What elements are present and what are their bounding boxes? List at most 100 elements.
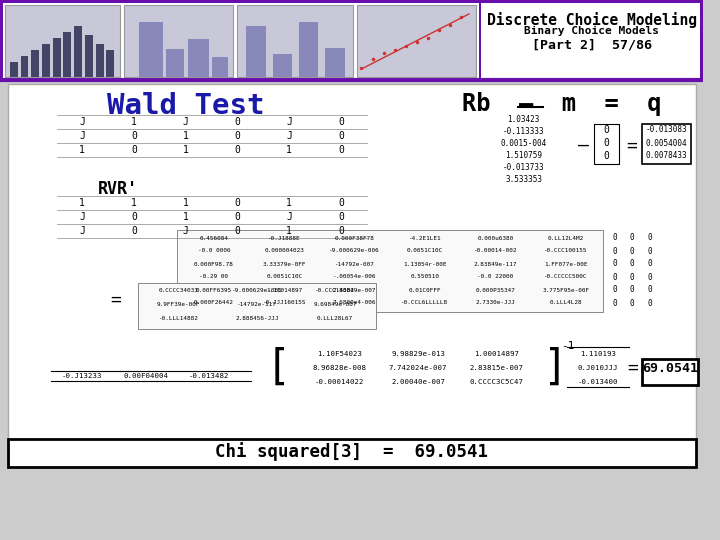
Text: 0: 0 [630,246,634,255]
Text: J: J [287,212,292,222]
Text: 0: 0 [647,273,652,281]
Text: 0: 0 [338,198,344,208]
Bar [20,56,28,77]
Text: 1.13054r-00E: 1.13054r-00E [403,261,446,267]
Text: 2.00040e-007: 2.00040e-007 [391,379,445,385]
Text: 0: 0 [603,125,610,135]
Bar [177,230,603,312]
Text: 0.0051C10C: 0.0051C10C [407,248,443,253]
Text: RVR': RVR' [98,180,138,198]
Bar [0,0,3,82]
Text: 0: 0 [235,226,240,236]
Bar [0,0,703,3]
Text: -0.013400: -0.013400 [577,379,618,385]
Text: 0.J010JJJ: 0.J010JJJ [577,365,618,371]
Text: 0: 0 [338,145,344,155]
Text: 0.0051C10C: 0.0051C10C [266,274,302,280]
Text: 0.LLL4L28: 0.LLL4L28 [549,300,582,306]
Text: 0.000P35347: 0.000P35347 [475,287,516,293]
Text: 0.456084: 0.456084 [199,235,228,240]
Text: 0: 0 [647,246,652,255]
Text: -0.0 0006: -0.0 0006 [197,248,230,253]
Text: 2.83815e-007: 2.83815e-007 [469,365,523,371]
Bar [138,283,376,329]
Bar [0,79,703,82]
Bar [139,22,163,77]
Text: -0.CCCl4002: -0.CCCl4002 [315,288,355,294]
Text: 0.550510: 0.550510 [410,274,439,280]
Bar [479,0,481,82]
Text: 0: 0 [612,246,617,255]
Text: 1.FF077e-00E: 1.FF077e-00E [544,261,588,267]
Text: -0.013482: -0.013482 [189,373,229,379]
Text: -0.CCCCC500C: -0.CCCCC500C [544,274,588,280]
Text: 0: 0 [612,273,617,281]
Text: 0.0078433: 0.0078433 [645,152,687,160]
Text: 0.LL12L4M2: 0.LL12L4M2 [547,235,584,240]
Bar [63,32,71,77]
Text: 0.0015-004: 0.0015-004 [500,139,546,148]
Text: 0: 0 [630,260,634,268]
Text: 0: 0 [603,138,610,148]
Text: 0: 0 [647,286,652,294]
Bar [8,439,696,467]
Bar [246,26,266,77]
Text: J: J [287,131,292,141]
Text: 0: 0 [647,299,652,307]
Bar [642,124,690,164]
Text: -0.0 22000: -0.0 22000 [477,274,513,280]
Text: 0: 0 [131,131,137,141]
Bar [8,84,696,467]
Text: 1: 1 [183,145,189,155]
Text: 1: 1 [183,212,189,222]
Text: 0: 0 [131,145,137,155]
Text: 0: 0 [630,299,634,307]
Text: Chi squared[3]  =  69.0541: Chi squared[3] = 69.0541 [215,442,488,462]
Bar [356,5,476,77]
Text: -0.JJJ16015S: -0.JJJ16015S [263,300,306,306]
Text: J: J [79,212,85,222]
Text: 0.000F38F78: 0.000F38F78 [335,235,374,240]
Text: 2.888456-JJJ: 2.888456-JJJ [235,316,279,321]
Text: 0.LLL28L67: 0.LLL28L67 [317,316,354,321]
Text: 0.000F98.78: 0.000F98.78 [194,261,234,267]
Text: 0.000004023: 0.000004023 [264,248,305,253]
Text: -4.2E1LE1: -4.2E1LE1 [409,235,441,240]
Bar [74,26,82,77]
Text: 2.83849e-117: 2.83849e-117 [474,261,517,267]
Text: 2.7330e-JJJ: 2.7330e-JJJ [475,300,516,306]
Text: 0.00FF6395: 0.00FF6395 [196,287,232,293]
Text: 0: 0 [235,145,240,155]
Bar [594,124,619,164]
Text: -0.00014-002: -0.00014-002 [474,248,517,253]
Text: 9.69849e-007: 9.69849e-007 [313,302,357,307]
Text: 0: 0 [612,233,617,242]
Text: 0: 0 [131,226,137,236]
Text: J: J [287,117,292,127]
Text: 7.742024e-007: 7.742024e-007 [389,365,447,371]
Text: -0.LLL14882: -0.LLL14882 [159,316,199,321]
Text: 9.9FF39e-00F: 9.9FF39e-00F [157,302,200,307]
Text: 0: 0 [630,233,634,242]
Bar [238,5,353,77]
Text: =: = [110,291,121,309]
Text: J: J [183,117,189,127]
Bar [124,5,233,77]
Text: -9.000629e-005: -9.000629e-005 [232,288,282,294]
Bar [299,22,318,77]
Text: 1.110193: 1.110193 [580,351,616,357]
Bar [10,62,17,77]
Text: 0: 0 [647,233,652,242]
Text: -0.J1888E: -0.J1888E [268,235,300,240]
Text: 0: 0 [235,212,240,222]
Text: J: J [79,131,85,141]
Text: -0.113333: -0.113333 [503,127,544,137]
Text: 0: 0 [338,212,344,222]
Text: ]: ] [543,347,568,389]
Text: 1: 1 [131,198,137,208]
Bar [107,50,114,77]
Text: -9.000629e-006: -9.000629e-006 [329,248,380,253]
Text: 7.6800e4-006: 7.6800e4-006 [333,300,377,306]
Text: -0.CCC100155: -0.CCC100155 [544,248,588,253]
Text: 0.0054004: 0.0054004 [645,138,687,147]
